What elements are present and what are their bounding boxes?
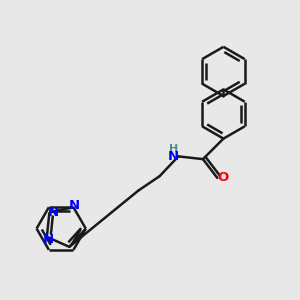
Text: O: O xyxy=(218,171,229,184)
Text: N: N xyxy=(69,199,80,212)
Text: H: H xyxy=(169,144,178,154)
Text: N: N xyxy=(168,150,179,163)
Text: N: N xyxy=(48,206,59,219)
Text: N: N xyxy=(43,233,54,246)
